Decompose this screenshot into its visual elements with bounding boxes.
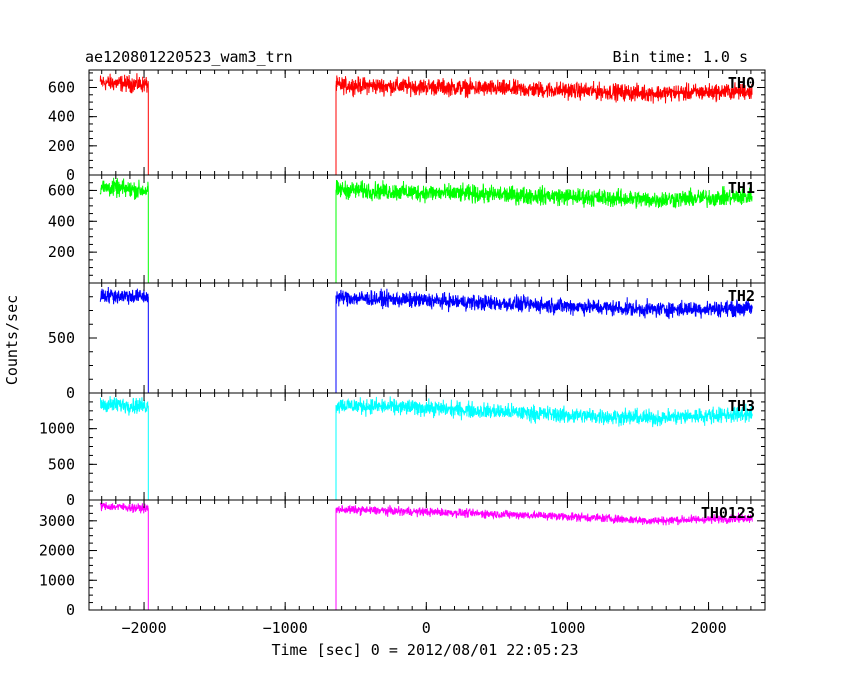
x-tick-label: −2000: [121, 619, 166, 637]
bin-time-label: Bin time: 1.0 s: [613, 48, 748, 66]
panel-frame: [88, 282, 766, 394]
y-tick-label: 600: [48, 79, 75, 97]
series-line-th0123: [99, 502, 753, 611]
y-tick-label: 200: [48, 137, 75, 155]
y-tick-label: 0: [66, 491, 75, 509]
panel-th0: 0 200 400 600 TH0: [48, 69, 766, 184]
y-tick-label: 500: [48, 329, 75, 347]
panel-th0123: 0 1000 2000 3000 TH0123: [39, 499, 766, 619]
legend-th0: TH0: [728, 74, 755, 92]
y-tick-label: 600: [48, 181, 75, 199]
x-tick-label: 1000: [549, 619, 585, 637]
y-tick-label: 0: [66, 384, 75, 402]
y-tick-label: 200: [48, 243, 75, 261]
legend-th2: TH2: [728, 287, 755, 305]
y-tick-label: 3000: [39, 512, 75, 530]
x-tick-label: 0: [422, 619, 431, 637]
panel-th3: 0 500 1000 TH3: [39, 392, 766, 509]
x-tick-label: 2000: [690, 619, 726, 637]
y-tick-label: 400: [48, 108, 75, 126]
y-tick-label: 1000: [39, 571, 75, 589]
panel-th1: 200 400 600 TH1: [48, 174, 766, 284]
panel-th2: 0 500 TH2: [48, 282, 766, 402]
y-tick-label: 400: [48, 212, 75, 230]
y-tick-label: 0: [66, 601, 75, 619]
y-tick-label: 2000: [39, 542, 75, 560]
y-tick-label: 1000: [39, 420, 75, 438]
chart-title: ae120801220523_wam3_trn: [85, 48, 293, 66]
y-tick-label: 0: [66, 166, 75, 184]
y-axis-label: Counts/sec: [3, 295, 21, 385]
legend-th3: TH3: [728, 397, 755, 415]
series-line-th2: [99, 286, 753, 394]
panels-group: 0 200 400 600 TH0 200 400 600 TH1 0 500 TH2 0 500 1000…: [39, 69, 766, 637]
series-line-th3: [99, 396, 753, 501]
x-axis-label: Time [sec] 0 = 2012/08/01 22:05:23: [271, 641, 578, 659]
series-line-th0: [99, 73, 753, 176]
series-line-th1: [99, 177, 753, 284]
legend-th1: TH1: [728, 179, 755, 197]
y-tick-label: 500: [48, 455, 75, 473]
legend-th0123: TH0123: [701, 504, 755, 522]
panel-frame: [88, 499, 766, 611]
x-tick-label: −1000: [263, 619, 308, 637]
